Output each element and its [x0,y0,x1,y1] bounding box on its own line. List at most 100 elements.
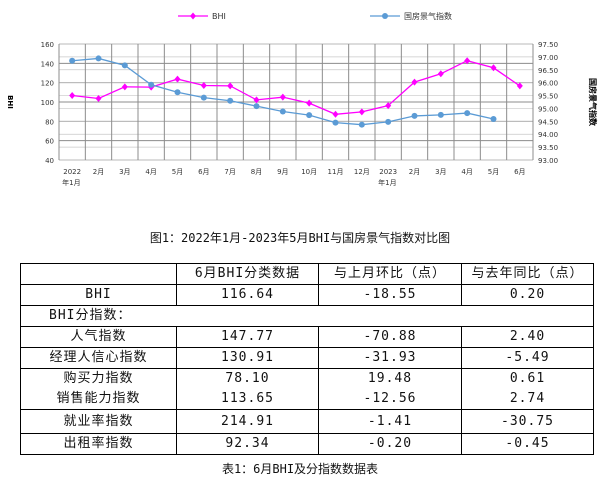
y2-tick-label: 96.00 [538,80,558,88]
data-point-bhi [227,82,234,90]
series-line-index [72,57,494,126]
header-cell: 6月BHI分类数据 [176,263,319,285]
y2-tick-label: 95.00 [538,105,558,113]
cell: 78.10 113.65 [176,368,319,410]
x-tick-label: 3月 [119,168,130,176]
x-tick-label: 5月 [172,168,183,176]
line-chart: 40 60 80 100 120 140 160 93.00 93.50 94.00 94.50 95… [6,11,598,187]
data-point-bhi [516,82,523,90]
y-tick-label: 160 [41,41,54,49]
cell: -5.49 [461,347,594,369]
data-point-bhi [385,102,392,110]
row-label: 购买力指数销售能力指数 [20,368,177,410]
data-point-bhi [200,81,207,89]
y-tick-label: 40 [45,157,54,165]
header-cell: 与上月环比（点） [318,263,462,285]
y2-tick-label: 94.50 [538,118,558,126]
row-label: 就业率指数 [20,409,177,434]
data-point-bhi [253,96,260,104]
legend-label: BHI [212,12,226,21]
x-tick-label: 12月 [354,168,370,176]
cell: 214.91 [176,409,319,434]
y2-tick-label: 93.00 [538,157,558,165]
table-row: 人气指数 147.77 -70.88 2.40 [20,326,594,348]
figure-caption: 图1：2022年1月-2023年5月BHI与国房景气指数对比图 [149,231,451,245]
x-tick-label: 2022 [63,168,81,176]
data-point-bhi [306,99,313,107]
cell: 130.91 [176,347,319,369]
y2-tick-label: 96.50 [538,67,558,75]
cell: 0.20 [461,284,594,306]
cell: -1.41 [318,409,462,434]
data-point-index [95,55,102,62]
data-point-index [200,94,207,101]
cell: 2.40 [461,326,594,348]
row-label-line: 销售能力指数 [56,391,141,406]
cell: 19.48 -12.56 [318,368,462,410]
data-point-bhi [69,92,76,100]
x-tick-label: 2月 [93,168,104,176]
legend-label: 国房景气指数 [404,11,452,21]
data-point-index [464,110,471,117]
x-tick-label: 6月 [198,168,209,176]
row-label: 经理人信心指数 [20,347,177,369]
x-tick-label: 2023 [379,168,397,176]
y-tick-label: 100 [41,99,54,107]
x-tick-label: 年1月 [378,178,396,187]
data-point-bhi [358,108,365,116]
data-point-bhi [464,57,471,65]
y2-tick-label: 94.00 [538,131,558,139]
data-table: 6月BHI分类数据 与上月环比（点） 与去年同比（点） BHI 116.64 -… [20,263,594,455]
series-line-bhi [72,60,521,115]
header-cell [20,263,177,285]
y2-tick-label: 95.50 [538,93,558,101]
data-point-index [437,111,444,118]
data-point-index [121,62,128,69]
x-tick-label: 9月 [277,168,288,176]
cell-line: 113.65 [221,391,274,406]
data-point-index [332,119,339,126]
data-point-index [279,108,286,115]
cell: 0.61 2.74 [461,368,594,410]
cell-line: -12.56 [363,391,417,406]
x-tick-label: 7月 [224,168,235,176]
data-point-bhi [411,78,418,86]
table-subheading-row: BHI分指数： [20,305,594,327]
x-tick-label: 6月 [514,168,525,176]
cell: -70.88 [318,326,462,348]
cell: -31.93 [318,347,462,369]
y-tick-label: 120 [41,80,54,88]
data-point-bhi [174,75,181,83]
cell: -18.55 [318,284,462,306]
header-cell: 与去年同比（点） [461,263,594,285]
x-tick-label: 5月 [488,168,499,176]
legend-marker [190,12,196,20]
y2-axis-label: 国房景气指数 [588,78,598,127]
table-row: 经理人信心指数 130.91 -31.93 -5.49 [20,347,594,369]
legend-marker [382,13,388,19]
table-row: 就业率指数 214.91 -1.41 -30.75 [20,409,594,434]
table-row: 出租率指数 92.34 -0.20 -0.45 [20,433,594,455]
table-row-merged: 购买力指数销售能力指数 78.10 113.65 19.48 -12.56 0.61… [20,368,594,410]
x-tick-label: 8月 [251,168,262,176]
data-point-index [69,57,76,64]
x-tick-label: 2月 [409,168,420,176]
y-tick-label: 60 [45,138,54,146]
data-point-index [411,112,418,119]
data-point-bhi [279,93,286,101]
data-point-bhi [95,95,102,103]
row-label-line: 购买力指数 [63,371,134,386]
x-tick-label: 11月 [328,168,344,176]
y-axis-label: BHI [6,95,14,109]
cell-line: 2.74 [509,391,546,406]
cell-line: 0.61 [509,371,546,386]
x-tick-label: 年1月 [62,178,80,187]
data-point-index [358,121,365,128]
row-label: 人气指数 [20,326,177,348]
data-point-bhi [490,64,497,72]
x-tick-label: 10月 [301,168,317,176]
y2-tick-label: 97.50 [538,41,558,49]
cell: 92.34 [176,433,319,455]
cell: 116.64 [176,284,319,306]
data-point-bhi [437,70,444,78]
